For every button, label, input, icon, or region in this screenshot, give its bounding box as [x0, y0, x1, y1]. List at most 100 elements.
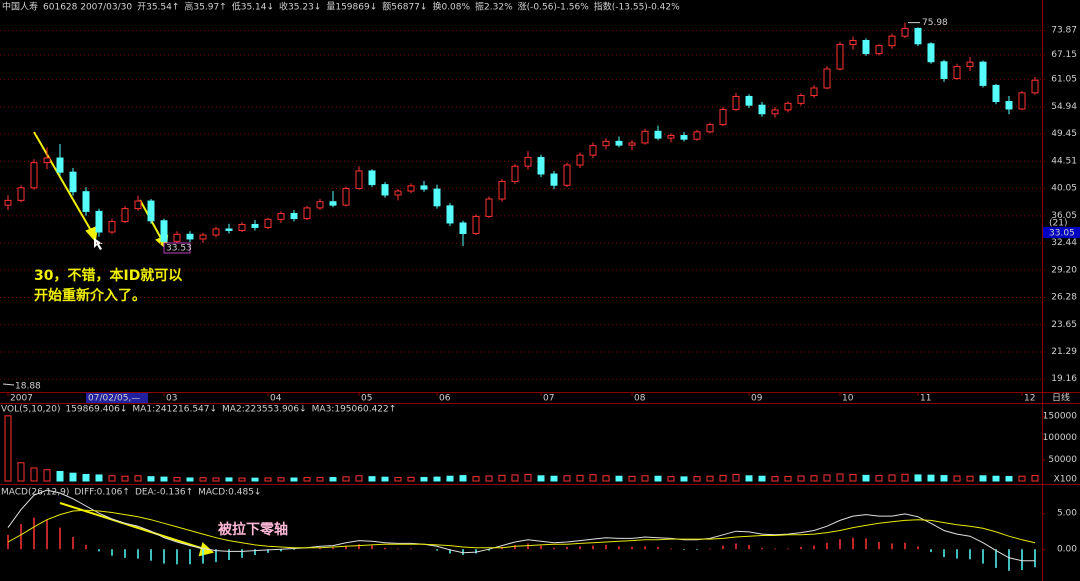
volume-bar — [589, 474, 597, 482]
volume-bar — [1031, 475, 1039, 482]
volume-bar — [719, 474, 727, 482]
volume-bar — [69, 472, 77, 482]
volume-bar — [121, 475, 129, 482]
x-tick-label: 11 — [920, 394, 931, 404]
candle-body — [355, 170, 363, 189]
x-tick-label: 06 — [439, 394, 451, 404]
volume-bar — [563, 475, 571, 482]
volume-bar — [953, 475, 961, 482]
volume-bar — [745, 475, 753, 482]
info-text: 换0.08% — [432, 1, 470, 13]
x-tick-label: 07 — [543, 394, 554, 404]
candle-body — [719, 108, 727, 126]
candle-body — [160, 220, 168, 242]
candle-body — [4, 199, 12, 206]
volume-bar — [472, 476, 480, 482]
volume-bar — [758, 475, 766, 482]
y-tick-label: 49.45 — [1051, 129, 1077, 139]
candle-body — [225, 228, 233, 231]
info-text: 601628 2007/03/30 — [43, 3, 132, 13]
candle-body — [394, 190, 402, 196]
volume-bar — [225, 477, 233, 482]
volume-bar — [576, 474, 584, 482]
volume-bar — [680, 476, 688, 482]
axis-price: 33.05 — [1049, 229, 1075, 239]
volume-bar — [1005, 475, 1013, 482]
x-tick-label: 05 — [361, 394, 372, 404]
volume-bar — [290, 477, 298, 482]
y-tick-label: 36.05 — [1051, 211, 1077, 221]
macd-line — [7, 489, 1035, 562]
candle-body — [862, 40, 870, 55]
volume-bar — [303, 477, 311, 482]
annotation: 被拉下零轴 — [218, 521, 288, 538]
axis-price-box — [1043, 227, 1080, 238]
candle-body — [758, 104, 766, 115]
info-text: DIFF:0.106↑ — [74, 488, 130, 498]
unit-label: X100 — [1054, 475, 1078, 485]
volume-bar — [927, 474, 935, 482]
volume-bar — [381, 476, 389, 482]
volume-bar — [537, 475, 545, 482]
candle-body — [914, 27, 922, 45]
candle-body — [927, 43, 935, 63]
candle-body — [940, 61, 948, 80]
y-tick-label: 100000 — [1043, 433, 1078, 443]
candle-body — [407, 185, 415, 192]
candle-body — [381, 184, 389, 196]
candle-body — [303, 207, 311, 220]
arrow — [33, 131, 94, 235]
candle-body — [641, 130, 649, 144]
info-text: DEA:-0.136↑ — [135, 488, 193, 498]
volume-bar — [706, 475, 714, 482]
info-text: 低35.14↓ — [232, 1, 274, 13]
candle-body — [433, 188, 441, 207]
volume-bar — [277, 477, 285, 482]
candle-body — [953, 66, 961, 80]
candle-body — [628, 142, 636, 146]
candle-body — [836, 44, 844, 70]
x-tick-label: 12 — [1024, 394, 1035, 404]
volume-bar — [394, 477, 402, 482]
volume-bar — [199, 477, 207, 482]
info-text: 159869.406↓ — [65, 405, 127, 415]
arrow-head — [85, 225, 99, 243]
volume-bar — [459, 475, 467, 482]
volume-bar — [251, 477, 259, 482]
candle-body — [524, 156, 532, 167]
x-tick-label: 03 — [166, 394, 177, 404]
candle-body — [979, 61, 987, 86]
info-text: 指数(-13.55)-0.42% — [594, 1, 680, 13]
candle-body — [43, 157, 51, 164]
candle-body — [732, 95, 740, 110]
y-tick-label: 61.05 — [1051, 75, 1077, 85]
x-tick-label: 04 — [270, 394, 282, 404]
candle-body — [784, 102, 792, 111]
candle-body — [1018, 92, 1026, 110]
volume-bar — [316, 476, 324, 482]
volume-bar — [641, 475, 649, 482]
volume-bar — [914, 474, 922, 482]
volume-bar — [264, 477, 272, 482]
candle-body — [134, 200, 142, 210]
info-text: VOL(5,10,20) — [1, 405, 60, 415]
candle-body — [251, 223, 259, 228]
y-tick-label: 0.00 — [1057, 545, 1077, 555]
info-text: 开35.54↑ — [137, 2, 179, 13]
candle-body — [108, 220, 116, 233]
volume-bar — [693, 476, 701, 482]
candle-body — [823, 68, 831, 89]
volume-bar — [732, 473, 740, 482]
candle-body — [199, 234, 207, 240]
volume-bar — [238, 477, 246, 482]
candle-body — [706, 124, 714, 133]
candle-body — [82, 191, 90, 212]
y-tick-label: 26.28 — [1051, 293, 1077, 303]
candle-body — [56, 157, 64, 173]
info-text: 收35.23↓ — [279, 1, 321, 13]
volume-bar — [810, 475, 818, 482]
info-text: MACD(26,12,9) — [1, 488, 69, 498]
volume-bar — [329, 477, 337, 482]
volume-bar — [17, 462, 25, 482]
volume-bar — [212, 477, 220, 482]
